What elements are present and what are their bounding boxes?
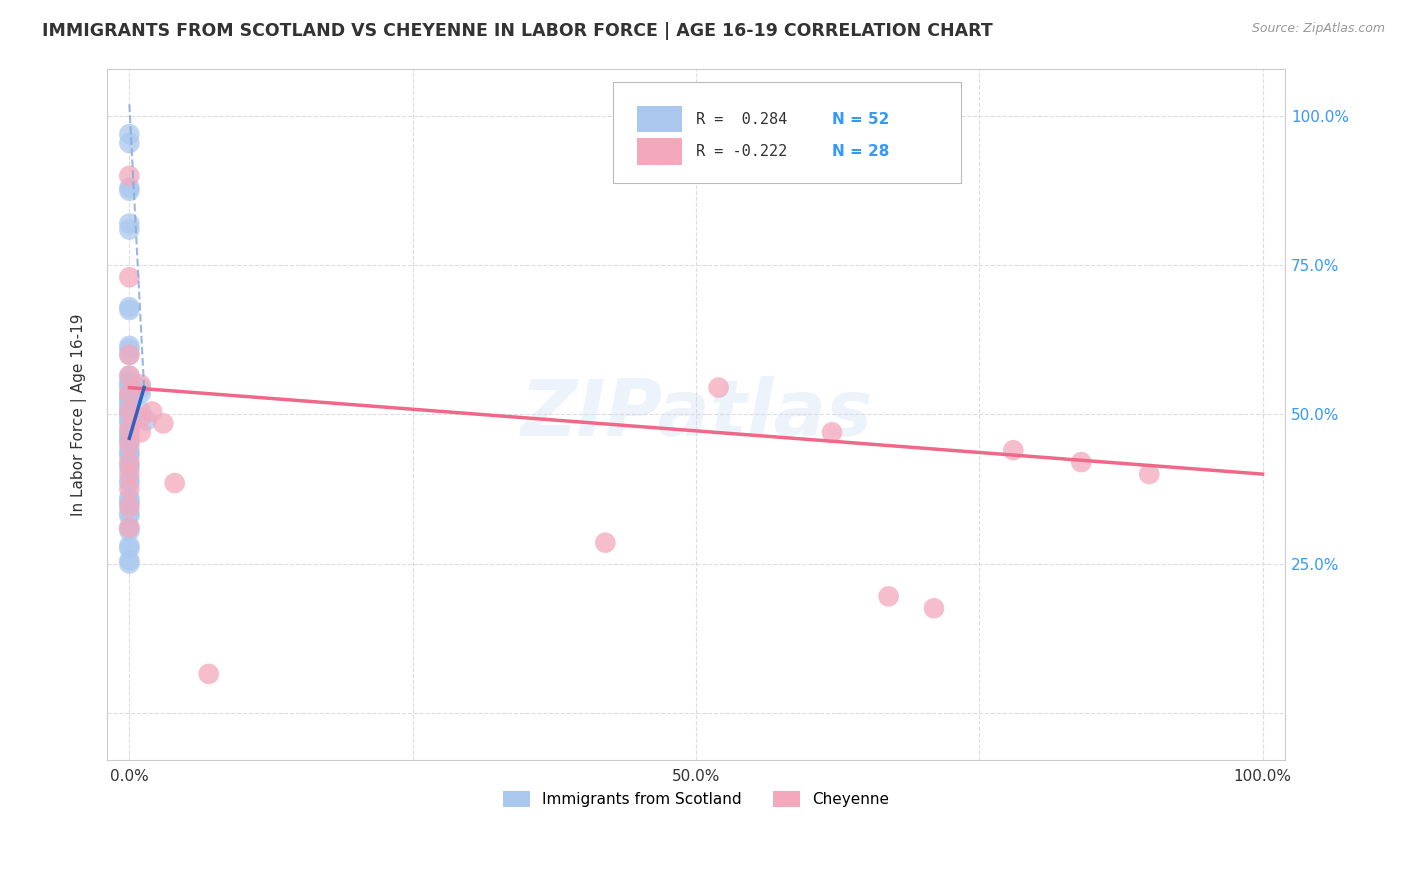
Point <box>118 392 141 407</box>
Point <box>118 524 141 538</box>
Point <box>118 390 141 404</box>
Point <box>118 431 141 445</box>
Point <box>152 417 174 431</box>
Point <box>118 127 141 141</box>
Point <box>118 422 141 436</box>
Point <box>118 386 141 401</box>
Point <box>118 497 141 511</box>
FancyBboxPatch shape <box>613 82 962 183</box>
Point <box>118 508 141 523</box>
Point <box>1002 443 1025 458</box>
Text: Source: ZipAtlas.com: Source: ZipAtlas.com <box>1251 22 1385 36</box>
Point <box>118 375 141 389</box>
Text: R = -0.222: R = -0.222 <box>696 144 787 159</box>
Point <box>118 455 141 469</box>
Point <box>129 410 152 425</box>
Point <box>118 461 141 475</box>
Point <box>118 270 141 285</box>
Point <box>118 494 141 508</box>
Point <box>118 401 141 416</box>
Point <box>821 425 844 440</box>
Point <box>922 601 945 615</box>
Text: N = 28: N = 28 <box>831 144 889 159</box>
Point <box>118 368 141 383</box>
Point <box>118 553 141 567</box>
Point <box>118 473 141 487</box>
Point <box>129 386 152 401</box>
Point <box>707 381 730 395</box>
Point <box>118 446 141 460</box>
Point <box>118 557 141 571</box>
Point <box>129 404 152 418</box>
Point <box>118 506 141 520</box>
Point <box>118 184 141 198</box>
Text: IMMIGRANTS FROM SCOTLAND VS CHEYENNE IN LABOR FORCE | AGE 16-19 CORRELATION CHAR: IMMIGRANTS FROM SCOTLAND VS CHEYENNE IN … <box>42 22 993 40</box>
Point <box>1070 455 1092 469</box>
Point <box>118 458 141 472</box>
Text: N = 52: N = 52 <box>831 112 889 127</box>
Point <box>118 467 141 481</box>
Point <box>118 181 141 195</box>
Point <box>877 590 900 604</box>
Point <box>118 428 141 442</box>
Point <box>118 437 141 451</box>
Point <box>129 381 152 395</box>
Point <box>118 425 141 440</box>
Point <box>118 476 141 491</box>
Point <box>595 535 617 549</box>
Text: R =  0.284: R = 0.284 <box>696 112 787 127</box>
Point <box>118 482 141 496</box>
Point <box>118 539 141 553</box>
Point <box>118 434 141 449</box>
Legend: Immigrants from Scotland, Cheyenne: Immigrants from Scotland, Cheyenne <box>495 784 897 815</box>
Point <box>118 408 141 422</box>
Point <box>118 443 141 458</box>
FancyBboxPatch shape <box>637 106 682 132</box>
Point <box>118 222 141 236</box>
Point <box>1137 467 1160 481</box>
Point <box>118 395 141 409</box>
Point <box>118 413 141 427</box>
Point <box>197 666 219 681</box>
Point <box>118 410 141 425</box>
Text: ZIPatlas: ZIPatlas <box>520 376 872 452</box>
Point <box>118 541 141 556</box>
Point <box>118 491 141 505</box>
Point <box>118 136 141 150</box>
Point <box>118 386 141 401</box>
Point <box>118 217 141 231</box>
Y-axis label: In Labor Force | Age 16-19: In Labor Force | Age 16-19 <box>72 313 87 516</box>
Point <box>118 348 141 362</box>
Point <box>118 521 141 535</box>
Point <box>118 368 141 383</box>
Point <box>118 404 141 418</box>
Point <box>135 413 157 427</box>
Point <box>118 404 141 418</box>
Point <box>118 339 141 353</box>
Point <box>118 348 141 362</box>
Point <box>118 521 141 535</box>
Point <box>118 377 141 392</box>
FancyBboxPatch shape <box>637 138 682 165</box>
Point <box>141 404 163 418</box>
Point <box>129 425 152 440</box>
Point <box>118 449 141 463</box>
Point <box>118 500 141 514</box>
Point <box>118 300 141 314</box>
Point <box>118 169 141 183</box>
Point <box>118 417 141 431</box>
Point <box>118 342 141 356</box>
Point <box>118 303 141 318</box>
Point <box>118 399 141 413</box>
Point <box>118 381 141 395</box>
Point <box>129 377 152 392</box>
Point <box>163 476 186 491</box>
